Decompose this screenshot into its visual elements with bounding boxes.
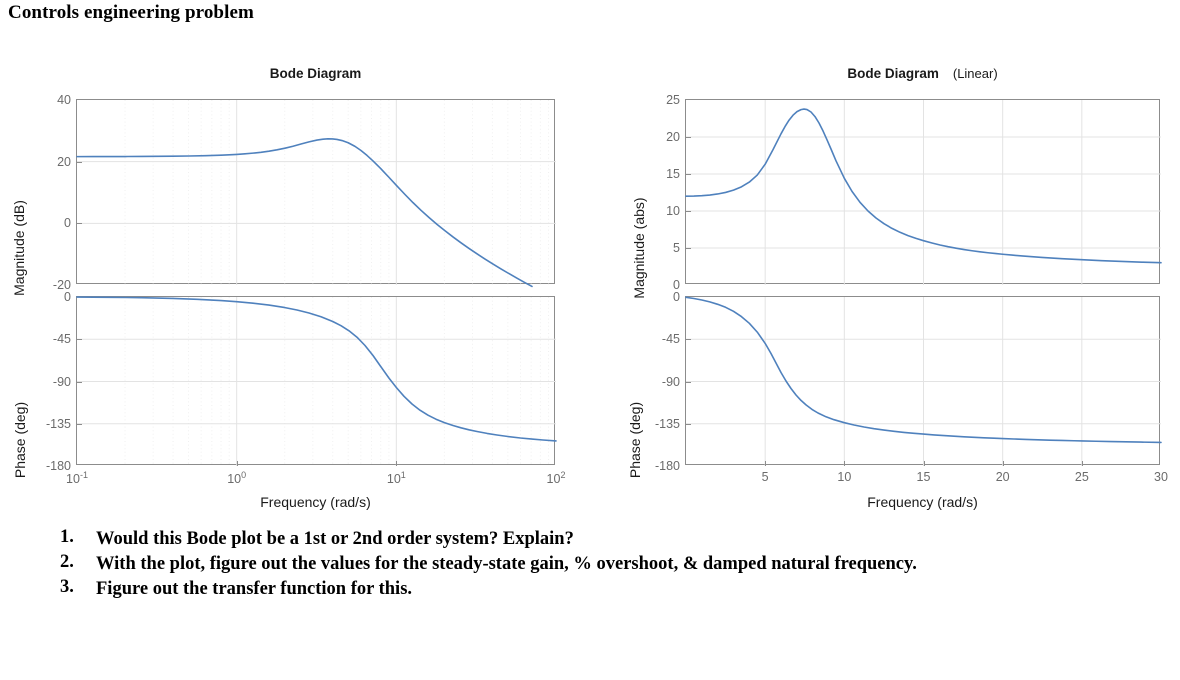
right-phase-plot xyxy=(685,296,1162,466)
left-magnitude-axes: 40 20 0 -20 xyxy=(53,93,556,292)
tick-mark xyxy=(686,339,691,341)
list-item: 2. With the plot, figure out the values … xyxy=(60,552,1120,576)
right-xtick-5: 5 xyxy=(761,470,769,484)
tick-mark xyxy=(1081,461,1083,466)
list-item-text: Would this Bode plot be a 1st or 2nd ord… xyxy=(96,529,574,549)
right-xlabel: Frequency (rad/s) xyxy=(867,494,978,510)
tick-mark xyxy=(77,381,82,383)
right-magnitude-ytick-10: 10 xyxy=(666,204,680,218)
right-phase-ytick-m135: -135 xyxy=(654,416,680,431)
right-magnitude-ytick-5: 5 xyxy=(673,241,680,255)
xtick-exp: 2 xyxy=(560,470,566,480)
right-phase-major-grid xyxy=(686,297,1161,466)
tick-mark xyxy=(77,223,82,225)
right-xtick-10: 10 xyxy=(837,470,852,484)
left-magnitude-major-grid xyxy=(77,100,556,285)
right-phase-ytick-0: 0 xyxy=(673,290,680,304)
tick-mark xyxy=(77,339,82,341)
page-title: Controls engineering problem xyxy=(8,2,254,23)
left-magnitude-ylabel: Magnitude (dB) xyxy=(11,200,27,296)
left-magnitude-ytick-20: 20 xyxy=(57,154,71,169)
list-item: 1. Would this Bode plot be a 1st or 2nd … xyxy=(60,527,1120,551)
tick-mark xyxy=(77,423,82,425)
left-phase-ytick-0: 0 xyxy=(64,290,71,304)
tick-mark xyxy=(765,461,767,466)
left-xtick-3: 102 xyxy=(547,470,566,486)
tick-mark xyxy=(686,211,691,212)
right-phase-ytick-m90: -90 xyxy=(661,374,680,389)
tick-mark xyxy=(686,248,691,249)
list-item: 3. Figure out the transfer function for … xyxy=(60,577,1120,601)
left-xtick-2: 101 xyxy=(387,470,406,486)
tick-mark xyxy=(686,137,691,138)
list-item-number: 3. xyxy=(60,577,74,598)
left-phase-plot xyxy=(76,296,557,466)
xtick-exp: 0 xyxy=(241,470,247,480)
left-phase-ytick-m45: -45 xyxy=(52,332,71,347)
right-phase-ylabel: Phase (deg) xyxy=(627,401,643,479)
right-magnitude-major-grid xyxy=(686,100,1161,285)
right-magnitude-ytick-0: 0 xyxy=(673,278,680,292)
right-figure-title-suffix: (Linear) xyxy=(952,66,998,81)
right-magnitude-ytick-25: 25 xyxy=(666,93,680,107)
right-magnitude-plot xyxy=(685,100,1162,285)
right-magnitude-ytick-20: 20 xyxy=(666,130,680,144)
tick-mark xyxy=(1002,461,1004,466)
left-phase-major-grid xyxy=(77,297,556,466)
xtick-exp: -1 xyxy=(79,470,88,480)
left-magnitude-ytick-m20: -20 xyxy=(52,278,71,292)
list-item-text: With the plot, figure out the values for… xyxy=(96,554,917,575)
right-xtick-30: 30 xyxy=(1154,470,1168,484)
left-phase-ylabel: Phase (deg) xyxy=(12,401,28,479)
right-figure-title-text: Bode Diagram xyxy=(847,66,939,81)
left-magnitude-minor-grid xyxy=(124,100,550,285)
left-phase-ytick-m135: -135 xyxy=(45,416,71,431)
list-item-number: 1. xyxy=(60,527,74,547)
left-figure-title-text: Bode Diagram xyxy=(269,66,362,81)
left-xtick-1: 100 xyxy=(227,470,246,486)
left-phase-ytick-m180: -180 xyxy=(45,459,71,473)
right-magnitude-ylabel: Magnitude (abs) xyxy=(631,197,647,299)
tick-mark xyxy=(686,423,691,425)
bode-diagram-linear-figure: Bode Diagram (Linear) Magnitude (abs) Pha… xyxy=(600,62,1180,512)
left-magnitude-ytick-0: 0 xyxy=(64,216,71,231)
left-phase-axes: 0 -45 -90 -135 -180 10-1 100 101 102 xyxy=(46,290,565,486)
right-magnitude-curve xyxy=(685,108,1162,264)
right-phase-ytick-m180: -180 xyxy=(654,459,680,473)
list-item-number: 2. xyxy=(60,552,74,573)
right-phase-axes: 0 -45 -90 -135 -180 5 10 15 20 25 30 xyxy=(655,290,1168,484)
left-xlabel: Frequency (rad/s) xyxy=(260,494,371,510)
tick-mark xyxy=(686,381,691,383)
right-xtick-15: 15 xyxy=(916,470,931,484)
left-xtick-0: 10-1 xyxy=(66,470,88,486)
left-phase-ytick-m90: -90 xyxy=(52,374,71,389)
left-magnitude-plot xyxy=(76,100,556,288)
right-magnitude-axes: 25 20 15 10 5 0 xyxy=(666,93,1162,292)
left-figure-title: Bode Diagram xyxy=(76,66,555,81)
xtick-base: 10 xyxy=(546,472,561,487)
left-phase-curve xyxy=(76,296,557,442)
tick-mark xyxy=(77,161,82,163)
list-item-text: Figure out the transfer function for thi… xyxy=(96,579,413,600)
tick-mark xyxy=(923,461,925,466)
tick-mark xyxy=(686,174,691,175)
right-magnitude-ytick-15: 15 xyxy=(666,167,680,181)
tick-mark xyxy=(396,461,398,466)
tick-mark xyxy=(844,461,846,466)
xtick-base: 10 xyxy=(66,472,80,487)
question-list: 1. Would this Bode plot be a 1st or 2nd … xyxy=(60,527,1120,602)
right-phase-curve xyxy=(685,296,1162,444)
left-magnitude-curve xyxy=(76,138,533,288)
right-figure-title: Bode Diagram (Linear) xyxy=(685,66,1160,81)
left-magnitude-ytick-40: 40 xyxy=(57,93,71,107)
bode-diagram-log-figure: Bode Diagram Magnitude (dB) Phase (deg) xyxy=(0,62,580,512)
right-xtick-20: 20 xyxy=(995,470,1010,484)
right-xtick-25: 25 xyxy=(1074,470,1089,484)
xtick-base: 10 xyxy=(386,472,401,487)
tick-mark xyxy=(236,461,238,466)
xtick-base: 10 xyxy=(227,472,242,487)
xtick-exp: 1 xyxy=(400,470,406,480)
right-phase-ytick-m45: -45 xyxy=(661,332,680,347)
